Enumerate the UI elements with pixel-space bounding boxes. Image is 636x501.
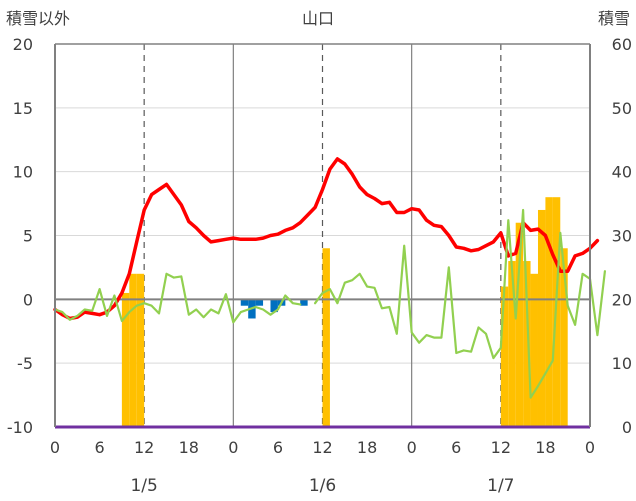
left-tick-label: 10 — [13, 163, 33, 182]
x-tick-label: 18 — [357, 438, 377, 457]
snow-depth-bar — [508, 261, 516, 427]
snow-depth-bar — [560, 248, 568, 427]
right-tick-label: 10 — [612, 354, 632, 373]
x-tick-label: 6 — [273, 438, 283, 457]
x-tick-label: 18 — [179, 438, 199, 457]
right-tick-label: 60 — [612, 35, 632, 54]
right-axis-title: 積雪 — [598, 9, 630, 28]
x-tick-label: 12 — [491, 438, 511, 457]
snow-depth-bar — [545, 197, 553, 427]
x-tick-label: 0 — [585, 438, 595, 457]
snow-depth-bar — [129, 273, 137, 427]
x-tick-label: 0 — [228, 438, 238, 457]
snow-depth-bar — [500, 286, 509, 427]
right-tick-label: 50 — [612, 99, 632, 118]
snow-depth-bar — [537, 209, 546, 427]
snow-depth-bar — [515, 222, 524, 427]
x-tick-label: 0 — [407, 438, 417, 457]
left-tick-label: 0 — [23, 290, 33, 309]
left-tick-label: -10 — [7, 418, 33, 437]
green-line-series — [53, 208, 606, 399]
snow-depth-bar — [136, 273, 145, 427]
x-tick-label: 12 — [312, 438, 332, 457]
snow-depth-bar — [523, 261, 531, 427]
left-tick-label: 20 — [13, 35, 33, 54]
right-tick-label: 20 — [612, 290, 632, 309]
negative-bar — [255, 299, 264, 306]
x-tick-label: 6 — [451, 438, 461, 457]
x-tick-label: 0 — [50, 438, 60, 457]
snow-depth-bar — [322, 248, 330, 427]
negative-bar — [270, 299, 278, 313]
x-tick-label: 6 — [94, 438, 104, 457]
snow-depth-bar — [121, 292, 130, 427]
left-axis-title: 積雪以外 — [6, 9, 70, 28]
left-tick-label: 15 — [13, 99, 33, 118]
x-tick-label: 18 — [535, 438, 555, 457]
plot-frame — [54, 43, 591, 429]
right-tick-label: 0 — [622, 418, 632, 437]
chart-title: 山口 — [302, 9, 334, 28]
date-label: 1/6 — [309, 476, 336, 496]
left-tick-label: 5 — [23, 227, 33, 246]
negative-bar — [240, 299, 249, 306]
right-tick-label: 30 — [612, 227, 632, 246]
date-label: 1/5 — [130, 476, 157, 496]
negative-bar — [300, 299, 308, 306]
snow-depth-bar — [530, 273, 538, 427]
date-label: 1/7 — [487, 476, 514, 496]
left-tick-label: -5 — [17, 354, 33, 373]
line-series — [53, 157, 606, 399]
x-tick-label: 12 — [134, 438, 154, 457]
right-tick-label: 40 — [612, 163, 632, 182]
